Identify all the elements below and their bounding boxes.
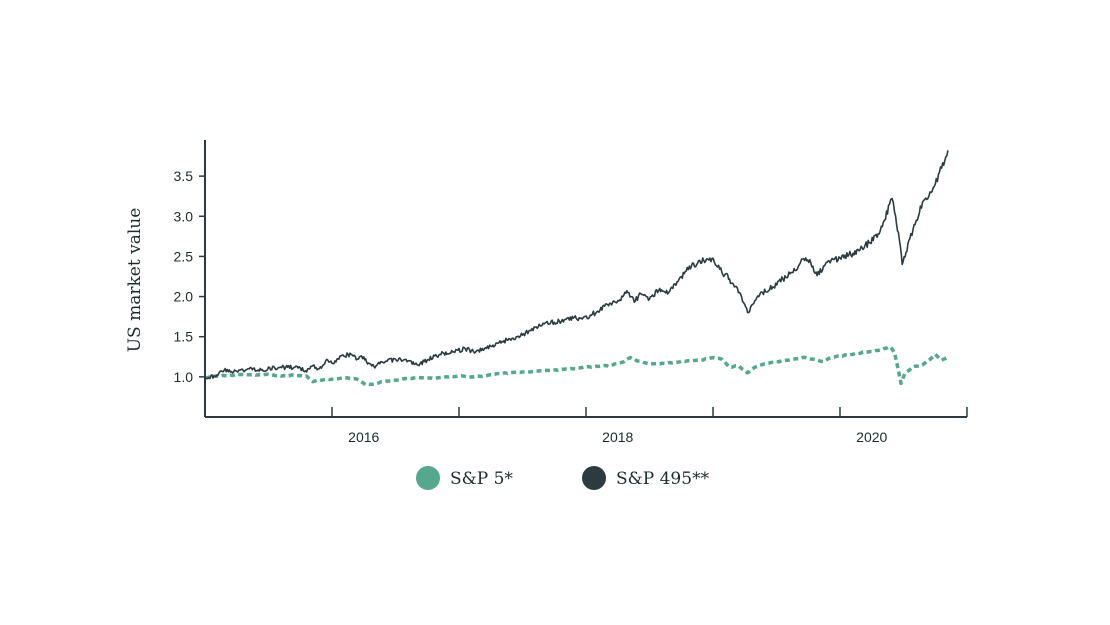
legend-swatch-sp5 bbox=[416, 466, 440, 490]
legend-label-sp495: S&P 495** bbox=[616, 469, 710, 489]
y-tick-label: 2.5 bbox=[174, 248, 194, 264]
y-tick-label: 1.5 bbox=[174, 329, 194, 345]
legend: S&P 5* S&P 495** bbox=[416, 466, 710, 490]
y-tick-label: 1.0 bbox=[174, 369, 194, 385]
x-tick-label: 2020 bbox=[856, 429, 887, 445]
y-tick-label: 2.0 bbox=[174, 289, 194, 305]
legend-label-sp5: S&P 5* bbox=[450, 469, 513, 489]
plot-series bbox=[204, 150, 949, 387]
legend-swatch-sp495 bbox=[582, 466, 606, 490]
axes: 1.0 1.5 2.0 2.5 3.0 3.5 2016 2018 2020 bbox=[174, 140, 968, 445]
series-line-sp5 bbox=[204, 345, 949, 387]
y-ticks: 1.0 1.5 2.0 2.5 3.0 3.5 bbox=[174, 168, 205, 385]
legend-item-sp5: S&P 5* bbox=[416, 466, 513, 490]
series-line-sp495 bbox=[204, 150, 949, 380]
legend-item-sp495: S&P 495** bbox=[582, 466, 710, 490]
y-tick-label: 3.0 bbox=[174, 208, 194, 224]
x-tick-label: 2018 bbox=[602, 429, 633, 445]
x-tick-label: 2016 bbox=[348, 429, 379, 445]
y-tick-label: 3.5 bbox=[174, 168, 194, 184]
x-ticks: 2016 2018 2020 bbox=[331, 407, 968, 445]
y-axis-title: US market value bbox=[125, 208, 145, 353]
